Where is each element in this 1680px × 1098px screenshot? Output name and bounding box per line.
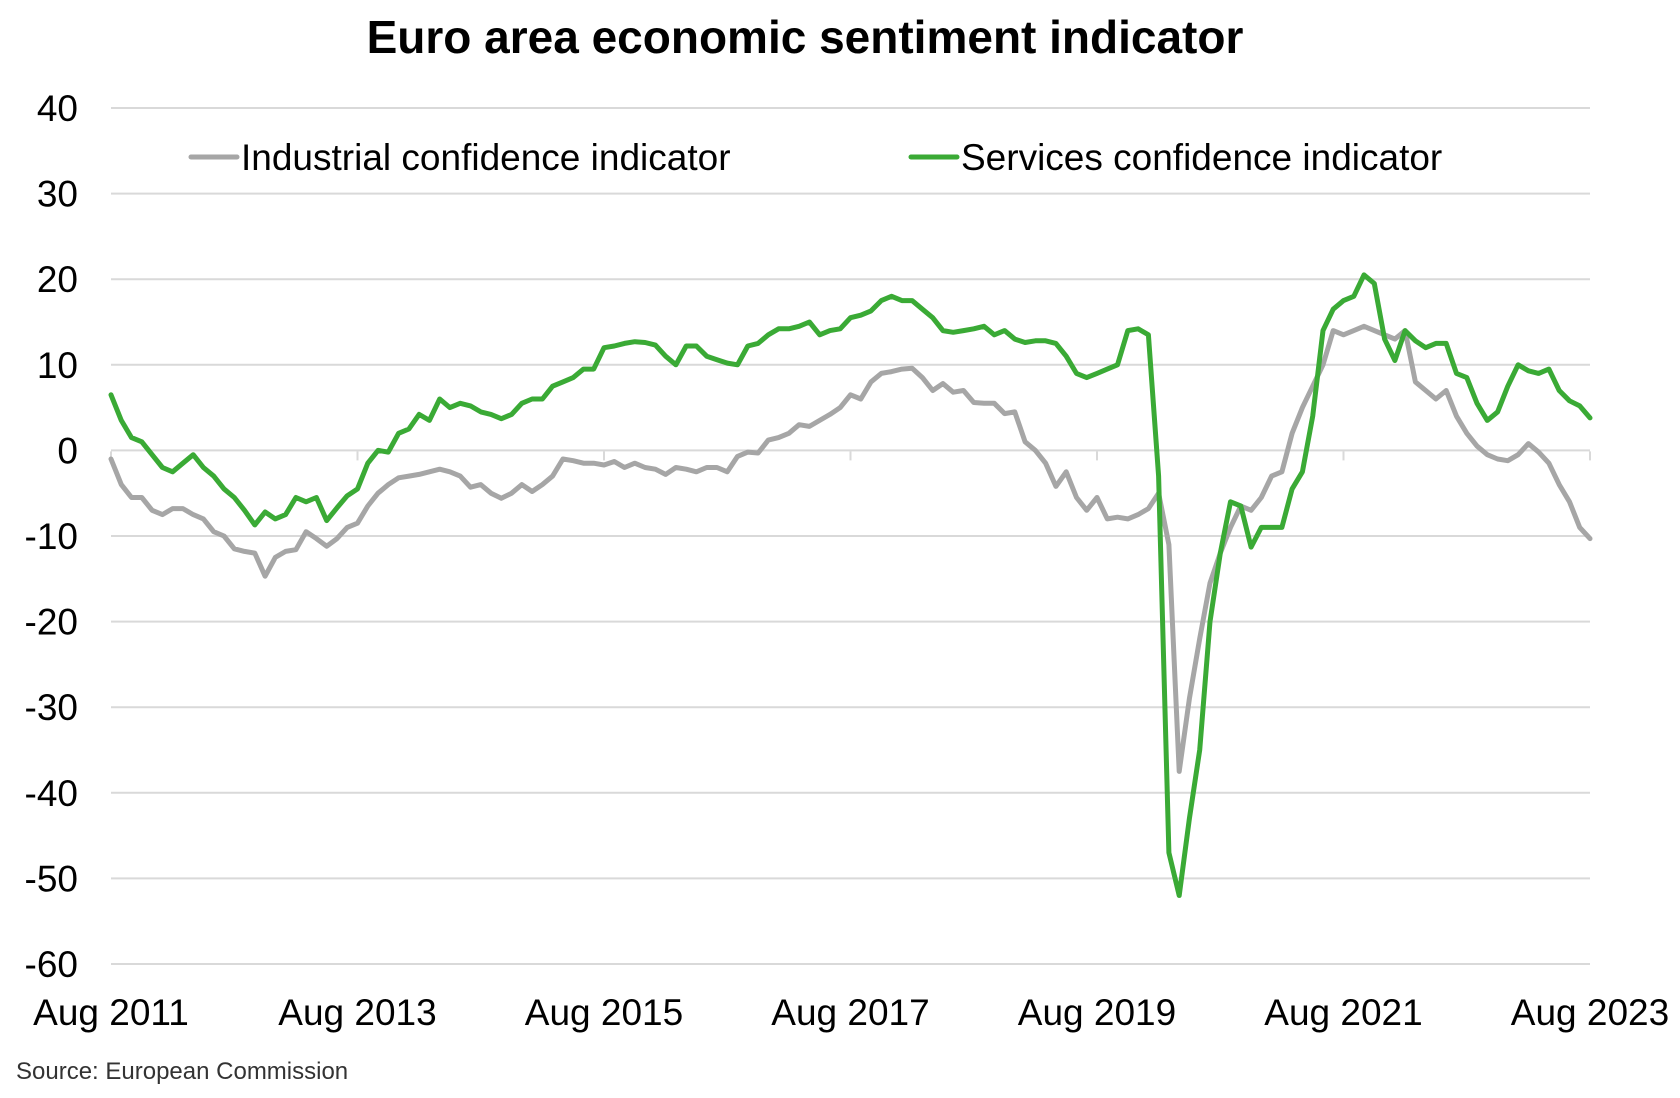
- y-tick-label: -40: [25, 773, 78, 814]
- y-tick-label: -50: [25, 858, 78, 899]
- x-tick-label: Aug 2019: [1018, 992, 1176, 1033]
- x-tick-label: Aug 2015: [525, 992, 683, 1033]
- legend-label-industrial: Industrial confidence indicator: [241, 137, 731, 178]
- x-tick-label: Aug 2013: [278, 992, 436, 1033]
- series-line-industrial: [108, 323, 1593, 774]
- y-tick-label: -20: [25, 602, 78, 643]
- y-tick-label: 10: [37, 345, 78, 386]
- source-note: Source: European Commission: [16, 1058, 349, 1085]
- x-tick-label: Aug 2017: [771, 992, 929, 1033]
- y-tick-label: 30: [37, 174, 78, 215]
- y-tick-label: 0: [57, 430, 78, 471]
- y-tick-label: -60: [25, 944, 78, 985]
- x-tick-label: Aug 2011: [33, 992, 189, 1033]
- x-axis: Aug 2011 Aug 2013 Aug 2015 Aug 2017 Aug 2019…: [33, 451, 1669, 1033]
- y-axis-tick-labels: 40 30 20 10 0 -10 -20 -30 -40 -50 -60: [25, 88, 78, 985]
- y-tick-label: -30: [25, 687, 78, 728]
- chart-title: Euro area economic sentiment indicator: [366, 11, 1244, 63]
- series-lines: [108, 272, 1593, 898]
- x-tick-label: Aug 2023: [1511, 992, 1669, 1033]
- series-line-services: [108, 272, 1593, 898]
- y-tick-label: 20: [37, 259, 78, 300]
- legend: Industrial confidence indicator Services …: [188, 137, 1442, 178]
- y-tick-label: -10: [25, 516, 78, 557]
- x-tick-label: Aug 2021: [1264, 992, 1422, 1033]
- gridlines: [111, 107, 1590, 965]
- legend-label-services: Services confidence indicator: [961, 137, 1442, 178]
- y-tick-label: 40: [37, 88, 78, 129]
